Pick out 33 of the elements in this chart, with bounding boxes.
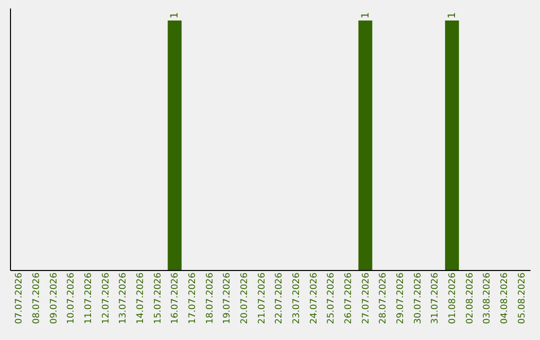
x-tick-label: 03.08.2026 [482,272,493,324]
x-tick-label: 30.07.2026 [413,272,424,324]
x-tick-label: 02.08.2026 [465,272,476,324]
x-tick-label: 22.07.2026 [274,272,285,324]
x-tick-label: 16.07.2026 [170,272,181,324]
x-tick-label: 09.07.2026 [49,272,60,324]
data-label: 1 [447,12,458,18]
x-tick-label: 20.07.2026 [240,272,250,324]
x-tick-label: 13.07.2026 [118,272,129,324]
x-tick-label: 25.07.2026 [326,272,337,324]
x-tick-label: 14.07.2026 [136,272,146,324]
x-tick-label: 19.07.2026 [222,272,233,324]
x-tick-label: 21.07.2026 [257,272,268,324]
x-tick-label: 27.07.2026 [361,272,372,324]
x-tick-label: 15.07.2026 [153,272,164,324]
x-tick-label: 07.07.2026 [14,272,25,324]
x-tick-label: 31.07.2026 [430,272,441,324]
x-tick-label: 18.07.2026 [205,272,216,324]
x-tick-label: 12.07.2026 [101,272,112,324]
x-tick-label: 01.08.2026 [448,272,458,324]
data-label: 1 [360,12,372,18]
x-tick-label: 23.07.2026 [292,272,302,324]
x-tick-label: 24.07.2026 [309,272,320,324]
x-tick-label: 29.07.2026 [396,272,406,324]
x-tick-label: 05.08.2026 [517,272,528,324]
data-label: 1 [170,12,181,18]
x-tick-label: 10.07.2026 [66,272,77,324]
x-tick-label: 08.07.2026 [32,272,42,324]
x-tick-label: 04.08.2026 [500,272,510,324]
x-tick-label: 26.07.2026 [344,272,354,324]
x-tick-label: 28.07.2026 [378,272,389,324]
x-tick-label: 17.07.2026 [188,272,198,324]
x-tick-label: 11.07.2026 [84,272,94,324]
